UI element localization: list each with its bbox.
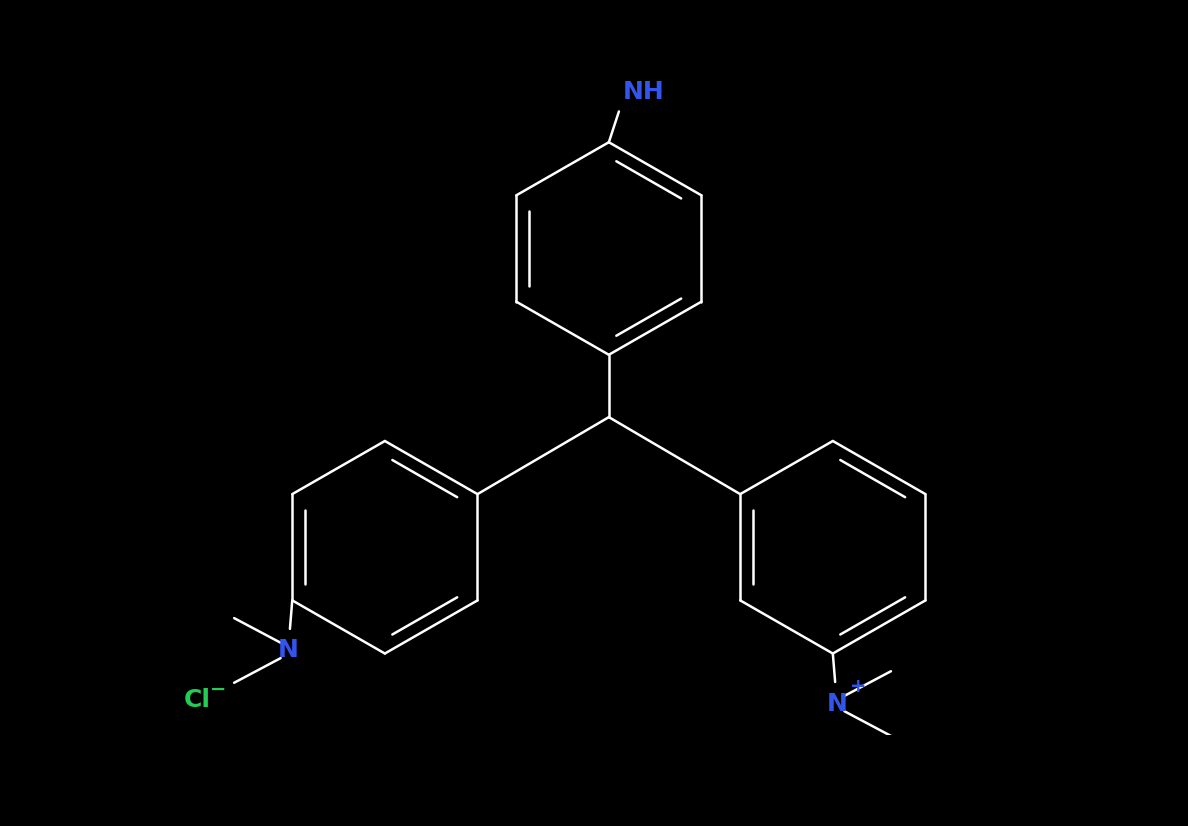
Text: +: +: [851, 677, 867, 696]
Text: −: −: [210, 680, 227, 699]
Text: NH: NH: [623, 80, 664, 104]
Text: N: N: [278, 638, 299, 662]
Text: Cl: Cl: [183, 689, 210, 713]
Text: N: N: [827, 691, 847, 715]
